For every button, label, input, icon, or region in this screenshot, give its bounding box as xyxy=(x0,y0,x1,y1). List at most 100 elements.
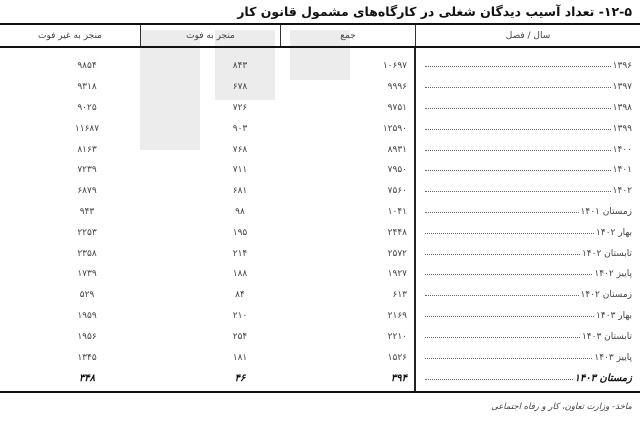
table-row: ۱۹۵۶ ۲۵۴ ۲۲۱۰ تابستان ۱۴۰۳ xyxy=(0,326,640,347)
cell-total: ۲۲۱۰ xyxy=(387,331,407,342)
table-row: ۲۲۵۳ ۱۹۵ ۲۴۴۸ بهار ۱۴۰۲ xyxy=(0,222,640,243)
header-rule xyxy=(0,46,640,48)
table-row: ۵۲۹ ۸۴ ۶۱۳ زمستان ۱۴۰۲ xyxy=(0,285,640,306)
period-label: بهار ۱۴۰۲ xyxy=(596,227,632,238)
header-fatal: منجر به فوت xyxy=(140,25,280,46)
cell-non-fatal: ۱۹۵۹ xyxy=(77,310,97,321)
cell-fatal: ۹۸ xyxy=(235,206,245,217)
cell-non-fatal: ۹۴۳ xyxy=(79,206,95,217)
cell-total: ۲۵۷۲ xyxy=(387,248,407,259)
bottom-rule xyxy=(0,390,640,393)
period-label: پاییز ۱۴۰۳ xyxy=(594,352,632,363)
cell-total: ۷۹۵۰ xyxy=(387,165,407,176)
cell-total: ۱۰۴۱ xyxy=(387,206,407,217)
cell-non-fatal: ۱۹۵۶ xyxy=(77,331,97,342)
cell-non-fatal: ۲۳۵۸ xyxy=(77,248,97,259)
cell-period: زمستان ۱۴۰۲ xyxy=(415,290,640,300)
cell-period: ۱۴۰۲ xyxy=(415,186,640,196)
cell-non-fatal: ۹۳۱۸ xyxy=(77,82,97,93)
table-row: ۷۲۳۹ ۷۱۱ ۷۹۵۰ ۱۴۰۱ xyxy=(0,160,640,181)
cell-fatal: ۴۶ xyxy=(234,372,246,384)
cell-non-fatal: ۲۲۵۳ xyxy=(77,227,97,238)
cell-period: پاییز ۱۴۰۲ xyxy=(415,269,640,279)
header-period: سال / فصل xyxy=(415,25,640,46)
source-note: ماخذ- وزارت تعاون، کار و رفاه اجتماعی xyxy=(491,402,632,412)
cell-fatal: ۹۰۳ xyxy=(232,123,248,134)
cell-total: ۱۲۵۹۰ xyxy=(382,123,407,134)
cell-total: ۱۰۶۹۷ xyxy=(382,61,407,72)
dot-leader xyxy=(425,86,611,89)
table-row: ۹۸۵۴ ۸۴۳ ۱۰۶۹۷ ۱۳۹۶ xyxy=(0,56,640,77)
cell-non-fatal: ۳۴۸ xyxy=(78,372,96,384)
cell-fatal: ۸۴ xyxy=(235,290,245,301)
cell-period: ۱۳۹۹ xyxy=(415,124,640,134)
cell-period: ۱۳۹۸ xyxy=(415,103,640,113)
table-body: ۹۸۵۴ ۸۴۳ ۱۰۶۹۷ ۱۳۹۶ ۹۳۱۸ ۶۷۸ ۹۹۹۶ ۱۳۹۷ ۹۰۲۵ ۷۲۶ ۹۷… xyxy=(0,48,640,391)
table-row: ۹۴۳ ۹۸ ۱۰۴۱ زمستان ۱۴۰۱ xyxy=(0,202,640,223)
dot-leader xyxy=(425,211,579,213)
cell-fatal: ۸۴۳ xyxy=(232,61,248,72)
table-row: ۱۷۳۹ ۱۸۸ ۱۹۲۷ پاییز ۱۴۰۲ xyxy=(0,264,640,285)
cell-non-fatal: ۱۱۶۸۷ xyxy=(74,123,100,134)
cell-period: زمستان ۱۴۰۱ xyxy=(415,207,640,217)
dot-leader xyxy=(425,294,579,297)
dot-leader xyxy=(425,107,611,109)
period-label: ۱۴۰۱ xyxy=(612,165,632,176)
cell-non-fatal: ۷۲۳۹ xyxy=(77,165,97,176)
cell-non-fatal: ۱۳۴۵ xyxy=(77,352,97,363)
watermark-logo-bar xyxy=(215,30,275,100)
cell-period: ۱۳۹۷ xyxy=(415,82,640,92)
cell-total: ۸۹۳۱ xyxy=(387,144,407,155)
cell-total: ۷۵۶۰ xyxy=(387,186,407,197)
dot-leader xyxy=(425,357,593,359)
cell-fatal: ۷۲۶ xyxy=(232,102,248,113)
cell-non-fatal: ۹۰۲۵ xyxy=(77,102,97,113)
period-label: زمستان ۱۴۰۲ xyxy=(580,290,632,301)
cell-fatal: ۶۸۱ xyxy=(232,186,248,197)
watermark-logo xyxy=(140,30,200,150)
cell-period: بهار ۱۴۰۲ xyxy=(415,228,640,238)
cell-fatal: ۱۹۵ xyxy=(232,227,248,238)
header-non-fatal: منجر به غیر فوت xyxy=(37,30,103,41)
data-table: منجر به غیر فوت منجر به فوت جمع سال / فص… xyxy=(0,23,640,393)
table-header: منجر به غیر فوت منجر به فوت جمع سال / فص… xyxy=(0,25,640,46)
table-row: ۸۱۶۳ ۷۶۸ ۸۹۳۱ ۱۴۰۰ xyxy=(0,139,640,160)
period-label: زمستان ۱۴۰۱ xyxy=(580,206,632,217)
cell-total: ۶۱۳ xyxy=(392,290,407,301)
dot-leader xyxy=(425,253,580,255)
cell-fatal: ۱۸۸ xyxy=(232,269,248,280)
cell-fatal: ۱۸۱ xyxy=(232,352,248,363)
period-label: ۱۳۹۶ xyxy=(612,61,632,72)
cell-fatal: ۲۱۴ xyxy=(232,248,248,259)
period-label: پاییز ۱۴۰۲ xyxy=(594,269,632,280)
cell-period: تابستان ۱۴۰۲ xyxy=(415,249,640,259)
period-label: ۱۴۰۲ xyxy=(612,186,632,197)
cell-non-fatal: ۱۷۳۹ xyxy=(77,269,97,280)
cell-period: زمستان ۱۴۰۳ xyxy=(415,373,640,384)
cell-non-fatal: ۵۲۹ xyxy=(79,290,95,301)
period-label: تابستان ۱۴۰۲ xyxy=(581,248,632,259)
watermark-logo-bar-2 xyxy=(290,30,350,80)
cell-total: ۹۷۵۱ xyxy=(387,102,407,113)
cell-total: ۳۹۴ xyxy=(390,372,407,384)
cell-total: ۲۱۶۹ xyxy=(387,310,407,321)
dot-leader xyxy=(425,169,611,172)
cell-period: بهار ۱۴۰۳ xyxy=(415,311,640,321)
top-rule xyxy=(0,23,640,25)
cell-period: تابستان ۱۴۰۳ xyxy=(415,332,640,342)
dot-leader xyxy=(425,378,573,380)
cell-period: ۱۳۹۶ xyxy=(415,61,640,71)
dot-leader xyxy=(425,190,611,193)
dot-leader xyxy=(425,128,611,130)
cell-non-fatal: ۶۸۷۹ xyxy=(77,186,97,197)
cell-non-fatal: ۹۸۵۴ xyxy=(77,61,97,72)
table-row: ۲۳۵۸ ۲۱۴ ۲۵۷۲ تابستان ۱۴۰۲ xyxy=(0,243,640,264)
cell-total: ۱۹۲۷ xyxy=(387,269,407,280)
period-label: ۱۳۹۷ xyxy=(612,82,632,93)
period-label: زمستان ۱۴۰۳ xyxy=(574,372,632,384)
cell-fatal: ۲۵۴ xyxy=(232,331,248,342)
period-label: ۱۳۹۸ xyxy=(612,102,632,113)
header-total: جمع xyxy=(280,25,415,46)
table-row: ۱۱۶۸۷ ۹۰۳ ۱۲۵۹۰ ۱۳۹۹ xyxy=(0,118,640,139)
cell-fatal: ۶۷۸ xyxy=(232,82,248,93)
